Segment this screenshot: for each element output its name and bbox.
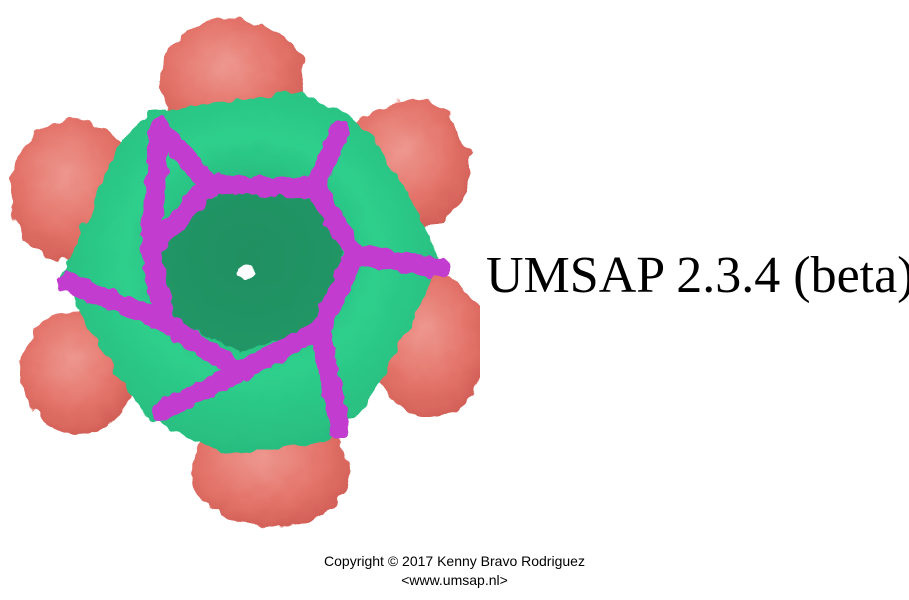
footer: Copyright © 2017 Kenny Bravo Rodriguez <… bbox=[0, 552, 909, 590]
copyright-text: Copyright © 2017 Kenny Bravo Rodriguez bbox=[324, 553, 585, 569]
protein-complex-image bbox=[10, 18, 480, 528]
app-title: UMSAP 2.3.4 (beta) bbox=[486, 247, 909, 304]
core-center bbox=[160, 190, 345, 352]
highlight-star bbox=[58, 118, 450, 440]
website-link[interactable]: <www.umsap.nl> bbox=[401, 572, 508, 588]
